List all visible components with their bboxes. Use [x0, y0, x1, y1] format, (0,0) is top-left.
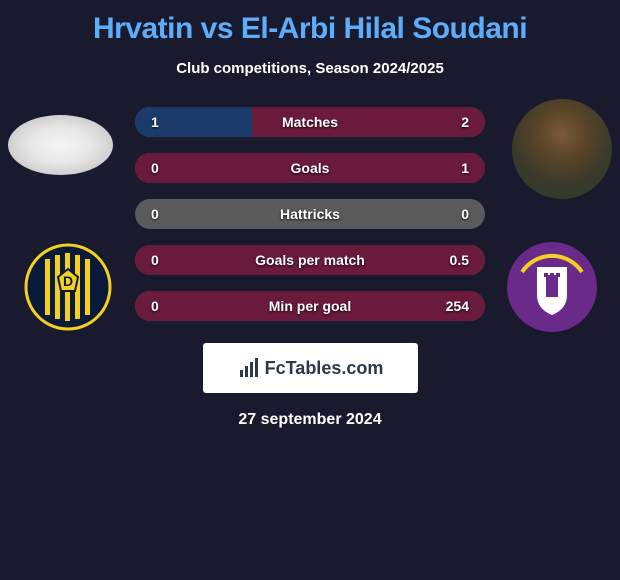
- player-avatar-left: [8, 115, 113, 175]
- stat-label: Matches: [282, 114, 338, 130]
- stat-left-value: 0: [151, 206, 159, 222]
- club-badge-left: D: [18, 237, 118, 337]
- stat-left-value: 0: [151, 160, 159, 176]
- club-badge-right: [502, 237, 602, 337]
- stat-rows: 1 Matches 2 0 Goals 1 0 Hattricks 0 0 Goals per ma…: [135, 107, 485, 321]
- stat-label: Hattricks: [280, 206, 340, 222]
- stat-row: 0 Min per goal 254: [135, 291, 485, 321]
- brand-box[interactable]: FcTables.com: [203, 343, 418, 393]
- badge-right-castle: [546, 275, 558, 297]
- page-title: Hrvatin vs El-Arbi Hilal Soudani: [0, 12, 620, 46]
- badge-right-merlon-1: [544, 273, 548, 277]
- stat-right-value: 0.5: [450, 252, 469, 268]
- stat-row: 1 Matches 2: [135, 107, 485, 137]
- stat-row: 0 Goals per match 0.5: [135, 245, 485, 275]
- stat-left-value: 0: [151, 252, 159, 268]
- stat-right-value: 1: [461, 160, 469, 176]
- player-avatar-right: [512, 99, 612, 199]
- stat-right-value: 254: [446, 298, 469, 314]
- club-badge-right-svg: [502, 237, 602, 337]
- date-text: 27 september 2024: [0, 411, 620, 429]
- stat-label: Goals: [291, 160, 330, 176]
- stat-left-value: 0: [151, 298, 159, 314]
- stat-right-value: 0: [461, 206, 469, 222]
- stat-row: 0 Goals 1: [135, 153, 485, 183]
- stats-area: D 1 Matches 2 0 Goals 1 0 Hattricks 0 0 Goals per …: [0, 107, 620, 321]
- stat-right-value: 2: [461, 114, 469, 130]
- chart-icon: [237, 356, 261, 380]
- badge-left-letter: D: [63, 273, 73, 289]
- main-container: Hrvatin vs El-Arbi Hilal Soudani Club co…: [0, 0, 620, 429]
- brand-label: FcTables.com: [265, 358, 384, 379]
- badge-right-merlon-3: [556, 273, 560, 277]
- stat-label: Min per goal: [269, 298, 351, 314]
- club-badge-left-svg: D: [18, 237, 118, 337]
- subtitle: Club competitions, Season 2024/2025: [0, 60, 620, 77]
- badge-right-merlon-2: [550, 273, 554, 277]
- stat-row: 0 Hattricks 0: [135, 199, 485, 229]
- stat-left-value: 1: [151, 114, 159, 130]
- stat-label: Goals per match: [255, 252, 365, 268]
